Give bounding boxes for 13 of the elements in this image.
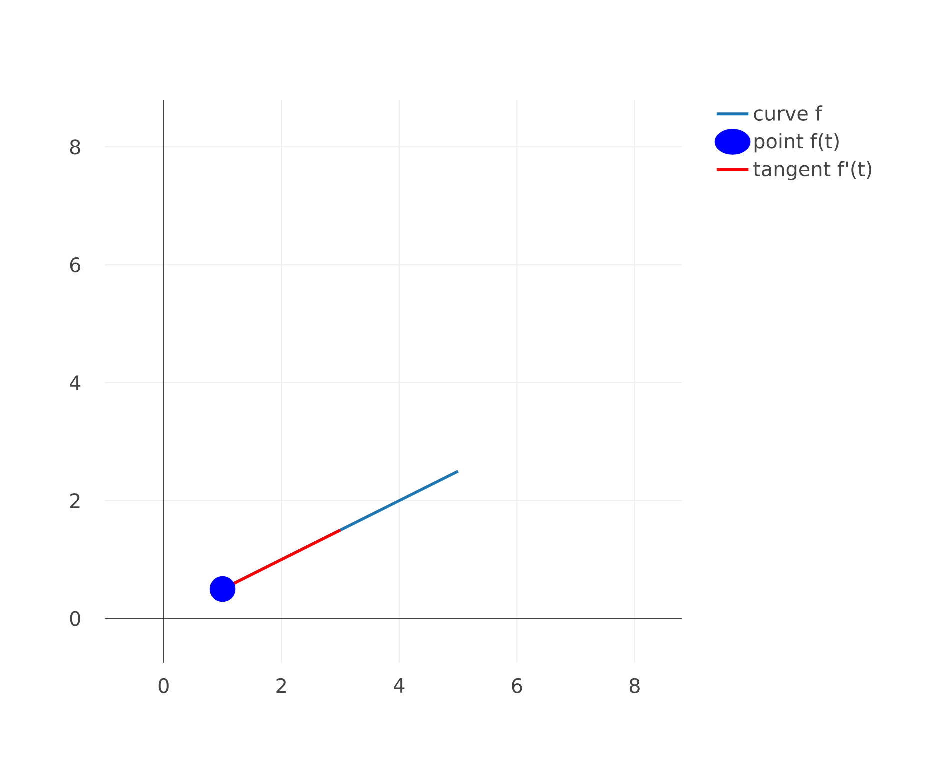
legend-label: curve f (754, 106, 823, 122)
y-tick-label: 2 (70, 493, 80, 508)
y-tick-label: 8 (70, 140, 80, 155)
y-tick-label: 0 (70, 611, 80, 626)
x-tick-label: 0 (158, 678, 169, 694)
y-tick-label: 4 (70, 376, 81, 390)
x-tick-label: 8 (630, 678, 640, 694)
x-tick-label: 2 (276, 678, 286, 694)
legend-label: point f(t) (754, 133, 839, 153)
x-tick-label: 6 (512, 678, 522, 694)
legend-label: tangent f'(t) (754, 161, 872, 181)
x-tick-label: 4 (394, 678, 405, 693)
y-tick-label: 6 (70, 258, 80, 273)
